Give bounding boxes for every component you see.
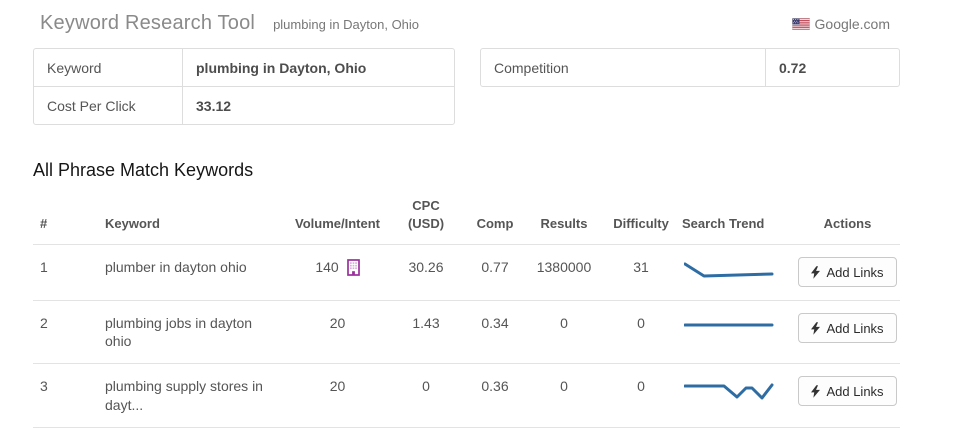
results-cell: 0 <box>528 300 600 365</box>
difficulty-cell: 31 <box>600 244 682 302</box>
column-header-rank: # <box>33 183 100 246</box>
main-content: Keyword plumbing in Dayton, Ohio Cost Pe… <box>33 48 900 428</box>
difficulty-cell: 0 <box>600 300 682 365</box>
column-header-search-trend: Search Trend <box>682 183 795 246</box>
search-trend-cell <box>682 363 795 428</box>
add-links-button[interactable]: Add Links <box>798 376 897 407</box>
volume-value-wrap: 140 <box>315 258 360 276</box>
searched-keyword-label: plumbing in Dayton, Ohio <box>273 17 420 32</box>
phrase-match-keywords-table: # Keyword Volume/Intent CPC (USD) Comp Result… <box>33 183 900 428</box>
comp-cell: 0.77 <box>462 244 528 302</box>
results-cell: 0 <box>528 363 600 428</box>
trend-sparkline <box>684 262 774 278</box>
add-links-button[interactable]: Add Links <box>798 313 897 344</box>
search-engine-label: Google.com <box>814 15 890 32</box>
competition-label: Competition <box>481 49 766 86</box>
lightning-icon <box>811 321 821 335</box>
keyword-cell: plumber in dayton ohio <box>100 244 285 302</box>
keyword-label: Keyword <box>34 49 183 86</box>
app-header: Keyword Research Tool plumbing in Dayton… <box>0 0 973 35</box>
rank-cell: 2 <box>33 300 100 365</box>
search-trend-cell <box>682 300 795 365</box>
cpc-cell: 0 <box>390 363 462 428</box>
add-links-label: Add Links <box>826 264 884 280</box>
keyword-cell: plumbing supply stores in dayt... <box>100 363 285 428</box>
actions-cell: Add Links <box>795 300 900 365</box>
column-header-volume-intent: Volume/Intent <box>285 183 390 246</box>
volume-intent-cell: 20 <box>285 300 390 365</box>
comp-cell: 0.36 <box>462 363 528 428</box>
lightning-icon <box>811 385 821 398</box>
us-flag-icon <box>791 17 810 30</box>
rank-cell: 1 <box>33 244 100 302</box>
summary-row-keyword: Keyword plumbing in Dayton, Ohio <box>34 49 454 87</box>
business-intent-icon <box>346 258 360 276</box>
comp-cell: 0.34 <box>462 300 528 365</box>
results-cell: 1380000 <box>528 244 600 302</box>
column-header-difficulty: Difficulty <box>600 183 682 246</box>
lightning-icon <box>811 265 821 279</box>
table-row: 1 plumber in dayton ohio 140 30.26 0.77 13800… <box>33 244 900 302</box>
volume-value-wrap: 20 <box>330 314 346 332</box>
cpc-cell: 30.26 <box>390 244 462 302</box>
cpc-cell: 1.43 <box>390 300 462 365</box>
summary-row-competition: Competition 0.72 <box>481 49 899 86</box>
keyword-cell: plumbing jobs in dayton ohio <box>100 300 285 365</box>
trend-sparkline <box>684 323 774 327</box>
actions-cell: Add Links <box>795 244 900 302</box>
volume-value: 20 <box>329 378 346 395</box>
summary-row-cpc: Cost Per Click 33.12 <box>34 87 454 124</box>
column-header-keyword: Keyword <box>100 183 285 246</box>
search-engine-indicator: Google.com <box>791 15 890 32</box>
add-links-label: Add Links <box>826 383 884 399</box>
volume-value-wrap: 20 <box>330 377 346 395</box>
summary-section: Keyword plumbing in Dayton, Ohio Cost Pe… <box>33 48 900 125</box>
volume-value: 20 <box>329 315 346 332</box>
add-links-label: Add Links <box>826 320 884 336</box>
column-header-comp: Comp <box>462 183 528 246</box>
volume-intent-cell: 140 <box>285 244 390 302</box>
keyword-value: plumbing in Dayton, Ohio <box>196 59 367 76</box>
search-trend-cell <box>682 244 795 302</box>
page-title: Keyword Research Tool <box>40 12 256 34</box>
column-header-actions: Actions <box>795 183 900 246</box>
volume-value: 140 <box>315 259 339 276</box>
competition-value: 0.72 <box>779 59 807 76</box>
table-header-row: # Keyword Volume/Intent CPC (USD) Comp Result… <box>33 183 900 246</box>
table-row: 3 plumbing supply stores in dayt... 20 0 0.3… <box>33 363 900 428</box>
difficulty-cell: 0 <box>600 363 682 428</box>
add-links-button[interactable]: Add Links <box>798 257 897 288</box>
keyword-summary-table: Keyword plumbing in Dayton, Ohio Cost Pe… <box>33 48 455 125</box>
cost-per-click-value: 33.12 <box>196 97 232 114</box>
section-heading: All Phrase Match Keywords <box>33 160 254 180</box>
column-header-cpc: CPC (USD) <box>390 183 462 246</box>
rank-cell: 3 <box>33 363 100 428</box>
trend-sparkline <box>684 383 774 400</box>
cost-per-click-label: Cost Per Click <box>34 87 183 124</box>
table-row: 2 plumbing jobs in dayton ohio 20 1.43 0.34 0… <box>33 300 900 365</box>
column-header-results: Results <box>528 183 600 246</box>
competition-summary-table: Competition 0.72 <box>480 48 900 87</box>
actions-cell: Add Links <box>795 363 900 428</box>
volume-intent-cell: 20 <box>285 363 390 428</box>
